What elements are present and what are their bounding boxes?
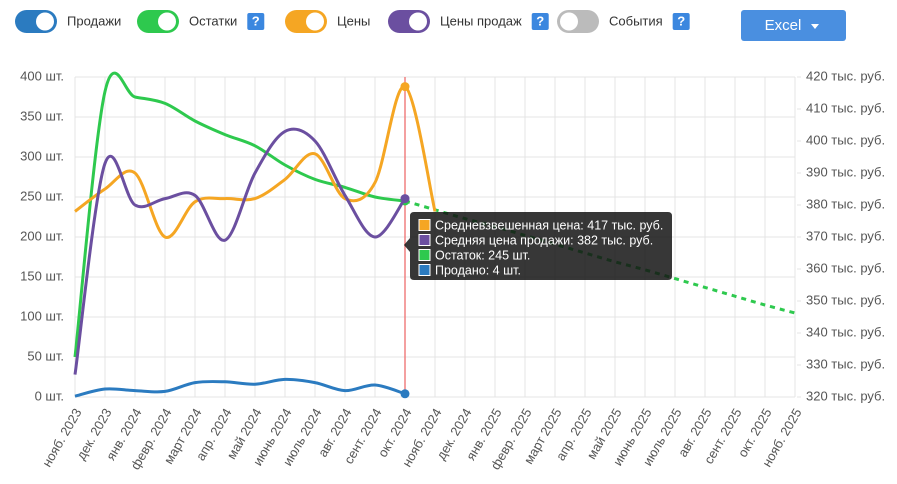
dropdown-caret bbox=[811, 24, 819, 29]
x-tick-label: нояб. 2023 bbox=[39, 406, 85, 470]
hover-point bbox=[400, 389, 410, 399]
y2-tick-label: 400 тыс. руб. bbox=[806, 132, 885, 147]
series-line bbox=[74, 85, 437, 239]
y-tick-label: 250 шт. bbox=[20, 188, 64, 203]
button-bg[interactable] bbox=[741, 10, 846, 41]
tooltip-swatch bbox=[418, 264, 431, 276]
tooltip-text: Средняя цена продажи: 382 тыс. руб. bbox=[435, 233, 653, 247]
y2-tick-label: 360 тыс. руб. bbox=[806, 260, 885, 275]
legend-label: Цены продаж bbox=[440, 13, 522, 28]
legend-label: Остатки bbox=[189, 13, 237, 28]
y2-tick-label: 390 тыс. руб. bbox=[806, 164, 885, 179]
tooltip-text: Средневзвешенная цена: 417 тыс. руб. bbox=[435, 218, 663, 232]
tooltip-swatch bbox=[418, 219, 431, 231]
tooltip-swatch bbox=[418, 234, 431, 246]
toggle-knob bbox=[36, 12, 54, 31]
y2-tick-label: 340 тыс. руб. bbox=[806, 324, 885, 339]
help-icon-text: ? bbox=[252, 13, 260, 28]
tooltip-swatch bbox=[418, 249, 431, 261]
help-icon-text: ? bbox=[677, 13, 685, 28]
y2-tick-label: 370 тыс. руб. bbox=[806, 228, 885, 243]
y-tick-label: 350 шт. bbox=[20, 108, 64, 123]
tooltip-text: Остаток: 245 шт. bbox=[435, 248, 530, 262]
series-line bbox=[73, 127, 407, 375]
y-tick-label: 150 шт. bbox=[20, 268, 64, 283]
y2-tick-label: 380 тыс. руб. bbox=[806, 196, 885, 211]
toggle-knob bbox=[560, 12, 578, 31]
help-icon[interactable] bbox=[247, 13, 265, 30]
tooltip-text: Продано: 4 шт. bbox=[435, 263, 521, 277]
y-tick-label: 50 шт. bbox=[27, 348, 64, 363]
y2-tick-label: 330 тыс. руб. bbox=[806, 356, 885, 371]
tooltip: Средневзвешенная цена: 417 тыс. руб.Сред… bbox=[404, 212, 672, 280]
y2-tick-label: 320 тыс. руб. bbox=[806, 388, 885, 403]
series-line bbox=[73, 71, 406, 358]
legend-toggle[interactable]: Продажи bbox=[15, 10, 121, 33]
y2-tick-label: 420 тыс. руб. bbox=[806, 68, 885, 83]
y2-tick-label: 410 тыс. руб. bbox=[806, 100, 885, 115]
legend-toggle[interactable]: Цены продаж? bbox=[388, 10, 549, 33]
help-icon[interactable] bbox=[672, 13, 690, 30]
legend-label: События bbox=[609, 13, 663, 28]
excel-button[interactable]: Excel bbox=[741, 10, 846, 41]
help-icon[interactable] bbox=[531, 13, 549, 30]
tooltip-box bbox=[404, 212, 672, 280]
series-line bbox=[74, 377, 406, 398]
toggle-knob bbox=[306, 12, 324, 31]
legend-label: Продажи bbox=[67, 13, 121, 28]
help-icon-text: ? bbox=[536, 13, 544, 28]
hover-point bbox=[400, 194, 410, 204]
y-tick-label: 100 шт. bbox=[20, 308, 64, 323]
y2-tick-label: 350 тыс. руб. bbox=[806, 292, 885, 307]
button-label: Excel bbox=[765, 17, 802, 34]
y-tick-label: 300 шт. bbox=[20, 148, 64, 163]
legend-toggle[interactable]: События? bbox=[557, 10, 690, 33]
toggle-knob bbox=[409, 12, 427, 31]
y-tick-label: 400 шт. bbox=[20, 68, 64, 83]
legend-toggle[interactable]: Остатки? bbox=[137, 10, 265, 33]
toggle-knob bbox=[158, 12, 176, 31]
y-tick-label: 0 шт. bbox=[35, 388, 64, 403]
hover-point bbox=[400, 82, 410, 92]
legend-label: Цены bbox=[337, 13, 370, 28]
y-tick-label: 200 шт. bbox=[20, 228, 64, 243]
legend-toggle[interactable]: Цены bbox=[285, 10, 370, 33]
